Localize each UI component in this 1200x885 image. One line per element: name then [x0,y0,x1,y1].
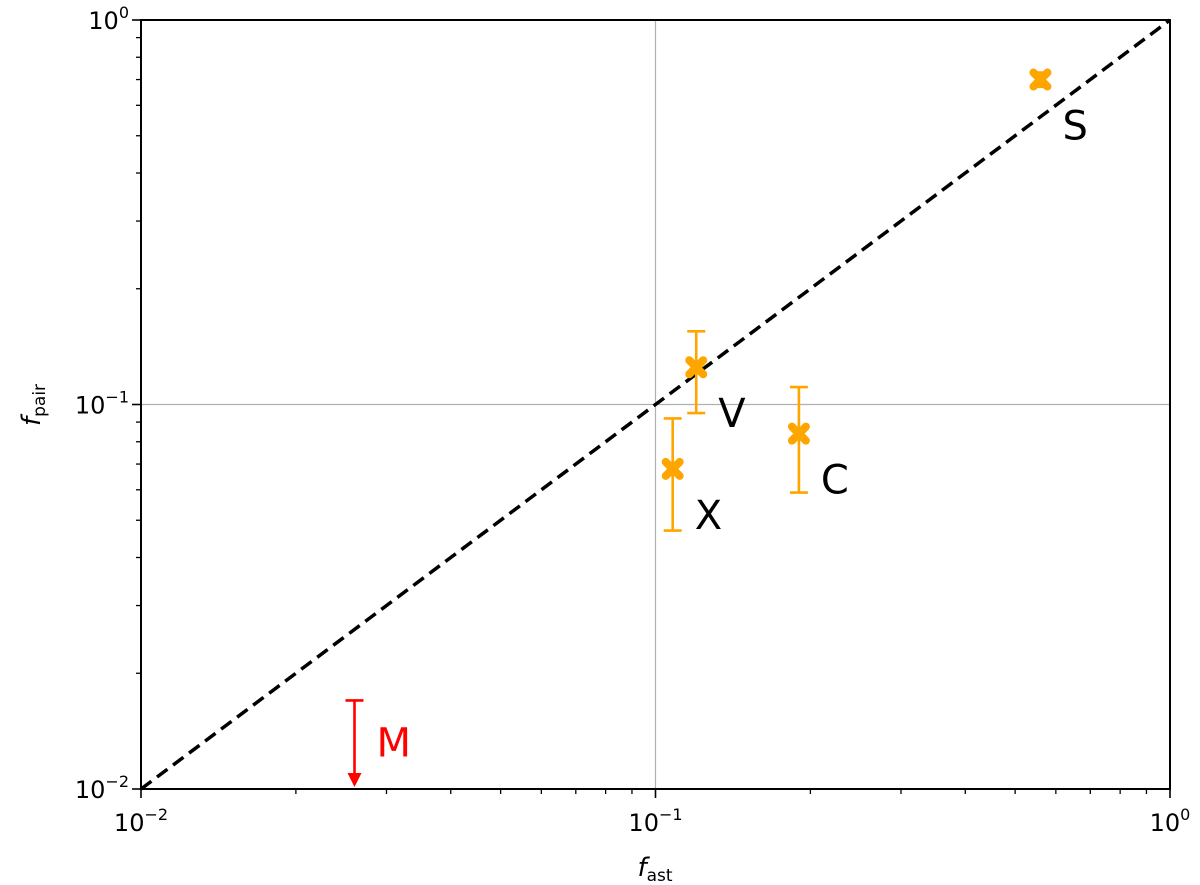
y-tick-label-exponent: −1 [105,388,129,407]
x-tick-label-exponent: −1 [659,805,683,824]
x-axis-label-sub: ast [647,866,673,885]
x-tick-label: 10−2 [114,805,168,837]
x-tick-label: 100 [1150,805,1191,837]
tick-marks [132,19,1171,798]
x-axis-label: fast [637,853,672,885]
y-tick-label-exponent: 0 [119,3,129,22]
reference-line [139,18,1172,791]
y-tick-label: 10−2 [75,772,129,804]
y-tick-label: 100 [88,3,129,35]
y-tick-label-exponent: −2 [105,772,129,791]
x-tick-label-base: 10 [1150,809,1181,837]
x-tick-label: 10−1 [628,805,682,837]
data-point-marker [787,422,810,445]
x-tick-label-exponent: −2 [144,805,168,824]
point-label: C [821,458,849,504]
y-tick-label-base: 10 [75,776,106,804]
y-tick-label-base: 10 [75,392,106,420]
data-point-marker [685,356,708,379]
x-tick-label-base: 10 [114,809,145,837]
reference-line-group [139,18,1172,791]
y-axis-label: fpair [17,384,50,426]
upper-limit-arrowhead [347,773,362,787]
data-point-marker [661,457,684,480]
point-label: S [1062,104,1087,150]
point-label: V [718,391,746,437]
point-label: X [695,493,722,539]
upper-limit-label: M [377,720,412,766]
x-tick-label-exponent: 0 [1180,805,1190,824]
y-axis-label-sub: pair [30,384,50,417]
y-tick-label-base: 10 [88,7,119,35]
data-points: S V X C M [345,68,1088,787]
x-tick-label-base: 10 [628,809,659,837]
y-tick-label: 10−1 [75,388,129,420]
data-point-marker [1029,68,1052,91]
